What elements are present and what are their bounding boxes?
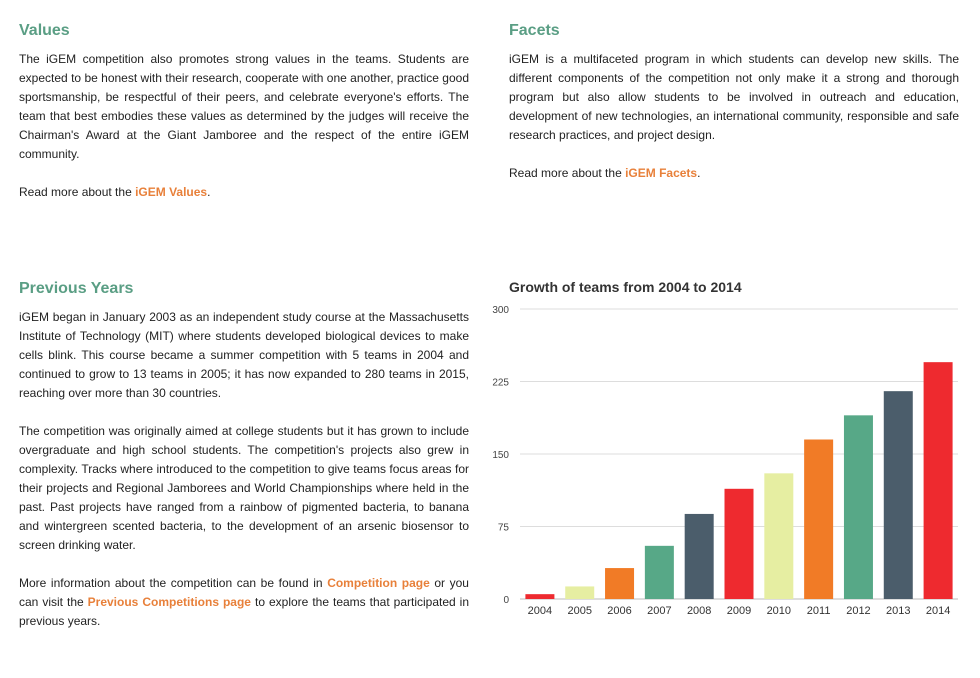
values-read-more: Read more about the iGEM Values. xyxy=(19,183,469,202)
y-tick-label: 0 xyxy=(503,595,509,606)
x-tick-label-2008: 2008 xyxy=(687,605,711,617)
values-read-more-prefix: Read more about the xyxy=(19,185,136,199)
bar-2011[interactable] xyxy=(804,439,834,600)
bar-2006[interactable] xyxy=(605,568,635,599)
previous-years-section: Previous Years iGEM began in January 200… xyxy=(19,279,469,631)
facets-read-more-prefix: Read more about the xyxy=(509,166,626,180)
x-tick-label-2014: 2014 xyxy=(926,605,950,617)
x-tick-label-2007: 2007 xyxy=(647,605,671,617)
x-tick-label-2013: 2013 xyxy=(886,605,910,617)
bar-2008[interactable] xyxy=(684,513,714,599)
values-read-more-suffix: . xyxy=(207,185,211,199)
y-tick-label: 300 xyxy=(492,305,509,316)
previous-years-para-1: iGEM began in January 2003 as an indepen… xyxy=(19,310,469,400)
facets-heading: Facets xyxy=(509,22,560,39)
x-tick-label-2010: 2010 xyxy=(767,605,791,617)
previous-years-heading: Previous Years xyxy=(19,280,134,297)
chart-title: Growth of teams from 2004 to 2014 xyxy=(509,279,742,295)
igem-values-link[interactable]: iGEM Values xyxy=(135,185,208,199)
facets-read-more-suffix: . xyxy=(697,166,701,180)
competition-page-link[interactable]: Competition page xyxy=(327,576,430,590)
x-tick-label-2004: 2004 xyxy=(528,605,552,617)
bar-2007[interactable] xyxy=(644,545,674,599)
facets-read-more: Read more about the iGEM Facets. xyxy=(509,164,959,183)
values-section: Values The iGEM competition also promote… xyxy=(19,21,469,202)
values-heading: Values xyxy=(19,22,70,39)
bar-2009[interactable] xyxy=(724,488,754,599)
bar-2004[interactable] xyxy=(525,594,555,599)
previous-competitions-link[interactable]: Previous Competitions page xyxy=(87,595,251,609)
previous-years-para-2: The competition was originally aimed at … xyxy=(19,424,469,552)
bar-2005[interactable] xyxy=(565,586,595,599)
previous-years-para-3: More information about the competition c… xyxy=(19,574,469,631)
chart-bars xyxy=(525,362,953,600)
x-tick-label-2012: 2012 xyxy=(846,605,870,617)
para-3-middle: or you can visit the xyxy=(19,576,469,609)
para-3-prefix: More information about the competition c… xyxy=(19,576,328,590)
x-tick-label-2006: 2006 xyxy=(607,605,631,617)
chart-labels: 0 75 150 225 300 2004 2005 2006 2007 2008 2009 2010… xyxy=(492,305,950,617)
bar-2014[interactable] xyxy=(923,362,953,599)
facets-section: Facets iGEM is a multifaceted program in… xyxy=(509,21,959,183)
bar-2010[interactable] xyxy=(764,473,794,599)
bar-2012[interactable] xyxy=(843,415,873,599)
values-body: The iGEM competition also promotes stron… xyxy=(19,52,469,161)
y-tick-label: 75 xyxy=(498,523,510,534)
facets-body: iGEM is a multifaceted program in which … xyxy=(509,52,959,142)
para-3-suffix: to explore the teams that participated i… xyxy=(19,595,470,628)
y-tick-label: 225 xyxy=(492,378,509,389)
bar-2013[interactable] xyxy=(883,391,913,599)
x-tick-label-2011: 2011 xyxy=(807,605,831,617)
x-tick-label-2005: 2005 xyxy=(567,605,591,617)
teams-growth-chart: 0 75 150 225 300 2004 2005 2006 2007 2008 2009 2010… xyxy=(492,305,958,617)
x-tick-label-2009: 2009 xyxy=(727,605,751,617)
igem-facets-link[interactable]: iGEM Facets xyxy=(625,166,698,180)
y-tick-label: 150 xyxy=(492,450,509,461)
